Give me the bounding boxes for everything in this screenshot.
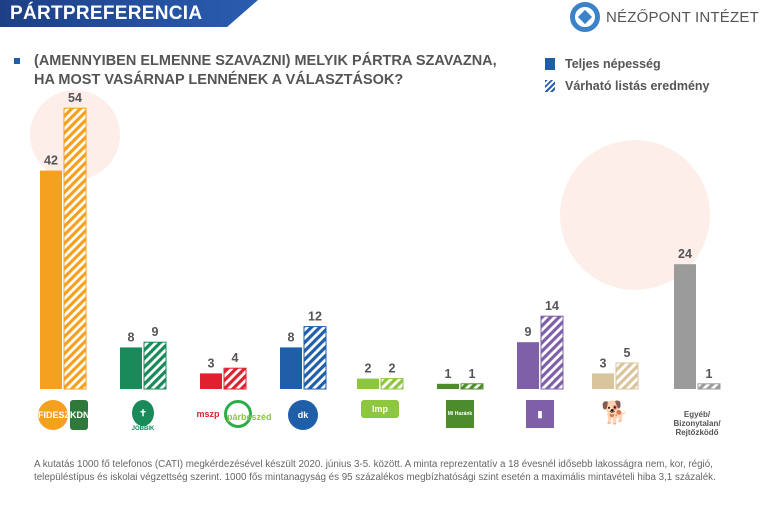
bullet-icon — [14, 58, 20, 64]
bar-expected — [460, 383, 484, 390]
bar-expected — [223, 367, 247, 390]
lmp-logo: lmp — [345, 400, 415, 418]
bar-total — [40, 170, 62, 389]
data-label: 54 — [68, 91, 82, 105]
mi-hazank-logo: Mi Hazánk — [425, 400, 495, 428]
legend-item-solid: Teljes népesség — [545, 53, 710, 75]
legend-label: Várható listás eredmény — [565, 79, 710, 93]
other-category-label: Egyéb/ Bizonytalan/ Rejtőzködő — [673, 410, 721, 437]
legend-label: Teljes népesség — [565, 57, 661, 71]
header-banner: PÁRTPREFERENCIA — [0, 0, 258, 27]
bar-expected — [303, 326, 327, 390]
data-label: 5 — [624, 346, 631, 360]
jobbik-logo: ✝ JOBBIK — [108, 400, 178, 432]
nezopont-logo-icon — [570, 2, 600, 32]
momentum-logo: ▮ — [505, 400, 575, 428]
data-label: 1 — [445, 367, 452, 381]
logo: NÉZŐPONT INTÉZET — [570, 2, 759, 32]
dk-logo: dk — [268, 400, 338, 430]
bar-total — [200, 373, 222, 389]
data-label: 8 — [128, 330, 135, 344]
data-label: 1 — [469, 367, 476, 381]
data-label: 12 — [308, 310, 322, 324]
legend-swatch-hatched — [545, 80, 555, 92]
data-label: 42 — [44, 154, 58, 168]
bar-total — [592, 373, 614, 389]
bar-total — [120, 347, 142, 389]
bar-total — [517, 342, 539, 389]
chart-title: (AMENNYIBEN ELMENNE SZAVAZNI) MELYIK PÁR… — [14, 52, 497, 90]
bar-expected — [143, 341, 167, 390]
data-label: 14 — [545, 299, 559, 313]
logo-text: NÉZŐPONT INTÉZET — [606, 8, 759, 26]
mszp-parbeszed-logo: mszp párbeszéd — [188, 400, 272, 428]
page-title: PÁRTPREFERENCIA — [10, 3, 203, 24]
bar-total — [357, 378, 379, 389]
bar-expected — [615, 362, 639, 390]
data-label: 2 — [389, 362, 396, 376]
methodology-note: A kutatás 1000 fő telefonos (CATI) megké… — [34, 459, 716, 483]
data-label: 3 — [600, 356, 607, 370]
bar-expected — [63, 107, 87, 390]
title-line-2: HA MOST VASÁRNAP LENNÉNEK A VÁLASZTÁSOK? — [34, 72, 404, 88]
data-label: 9 — [525, 325, 532, 339]
bar-expected — [540, 315, 564, 390]
fidesz-kdnp-logo: FIDESZKDNP — [28, 400, 98, 430]
legend: Teljes népesség Várható listás eredmény — [545, 53, 710, 97]
data-label: 24 — [678, 247, 692, 261]
bar-total — [674, 264, 696, 389]
legend-item-hatched: Várható listás eredmény — [545, 75, 710, 97]
bar-expected — [380, 378, 404, 390]
data-label: 4 — [232, 351, 239, 365]
bar-expected — [697, 383, 721, 390]
data-label: 1 — [706, 367, 713, 381]
data-label: 2 — [365, 362, 372, 376]
legend-swatch-solid — [545, 58, 555, 70]
ketfarku-kutya-logo: 🐕 — [601, 400, 629, 425]
title-line-1: (AMENNYIBEN ELMENNE SZAVAZNI) MELYIK PÁR… — [34, 53, 497, 69]
data-label: 3 — [208, 356, 215, 370]
data-label: 9 — [152, 325, 159, 339]
bar-total — [280, 347, 302, 389]
bar-total — [437, 383, 459, 389]
data-label: 8 — [288, 330, 295, 344]
